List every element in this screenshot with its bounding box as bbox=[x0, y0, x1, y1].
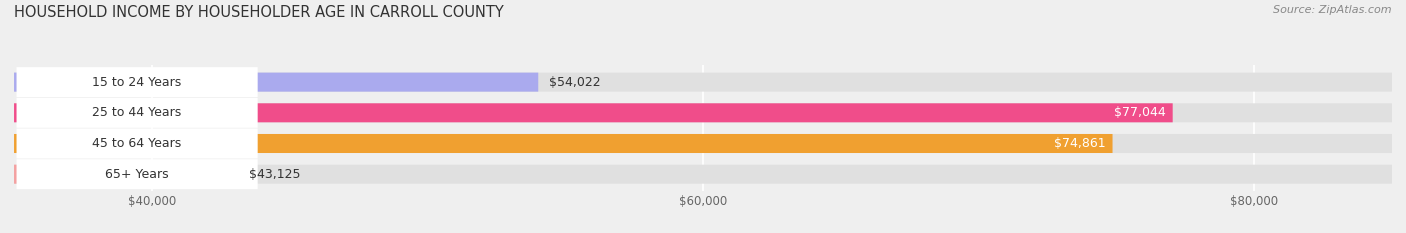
FancyBboxPatch shape bbox=[14, 103, 1392, 122]
FancyBboxPatch shape bbox=[14, 165, 1392, 184]
FancyBboxPatch shape bbox=[17, 129, 257, 158]
Text: $43,125: $43,125 bbox=[249, 168, 301, 181]
FancyBboxPatch shape bbox=[17, 159, 257, 189]
Text: $54,022: $54,022 bbox=[550, 76, 600, 89]
Text: 45 to 64 Years: 45 to 64 Years bbox=[93, 137, 181, 150]
FancyBboxPatch shape bbox=[14, 134, 1392, 153]
FancyBboxPatch shape bbox=[14, 103, 1173, 122]
FancyBboxPatch shape bbox=[14, 73, 538, 92]
Text: 65+ Years: 65+ Years bbox=[105, 168, 169, 181]
FancyBboxPatch shape bbox=[17, 67, 257, 97]
FancyBboxPatch shape bbox=[17, 98, 257, 128]
FancyBboxPatch shape bbox=[14, 165, 238, 184]
Text: HOUSEHOLD INCOME BY HOUSEHOLDER AGE IN CARROLL COUNTY: HOUSEHOLD INCOME BY HOUSEHOLDER AGE IN C… bbox=[14, 5, 503, 20]
Text: 15 to 24 Years: 15 to 24 Years bbox=[93, 76, 181, 89]
Text: Source: ZipAtlas.com: Source: ZipAtlas.com bbox=[1274, 5, 1392, 15]
FancyBboxPatch shape bbox=[14, 134, 1112, 153]
Text: $77,044: $77,044 bbox=[1114, 106, 1166, 119]
Text: $74,861: $74,861 bbox=[1054, 137, 1105, 150]
Text: 25 to 44 Years: 25 to 44 Years bbox=[93, 106, 181, 119]
FancyBboxPatch shape bbox=[14, 73, 1392, 92]
